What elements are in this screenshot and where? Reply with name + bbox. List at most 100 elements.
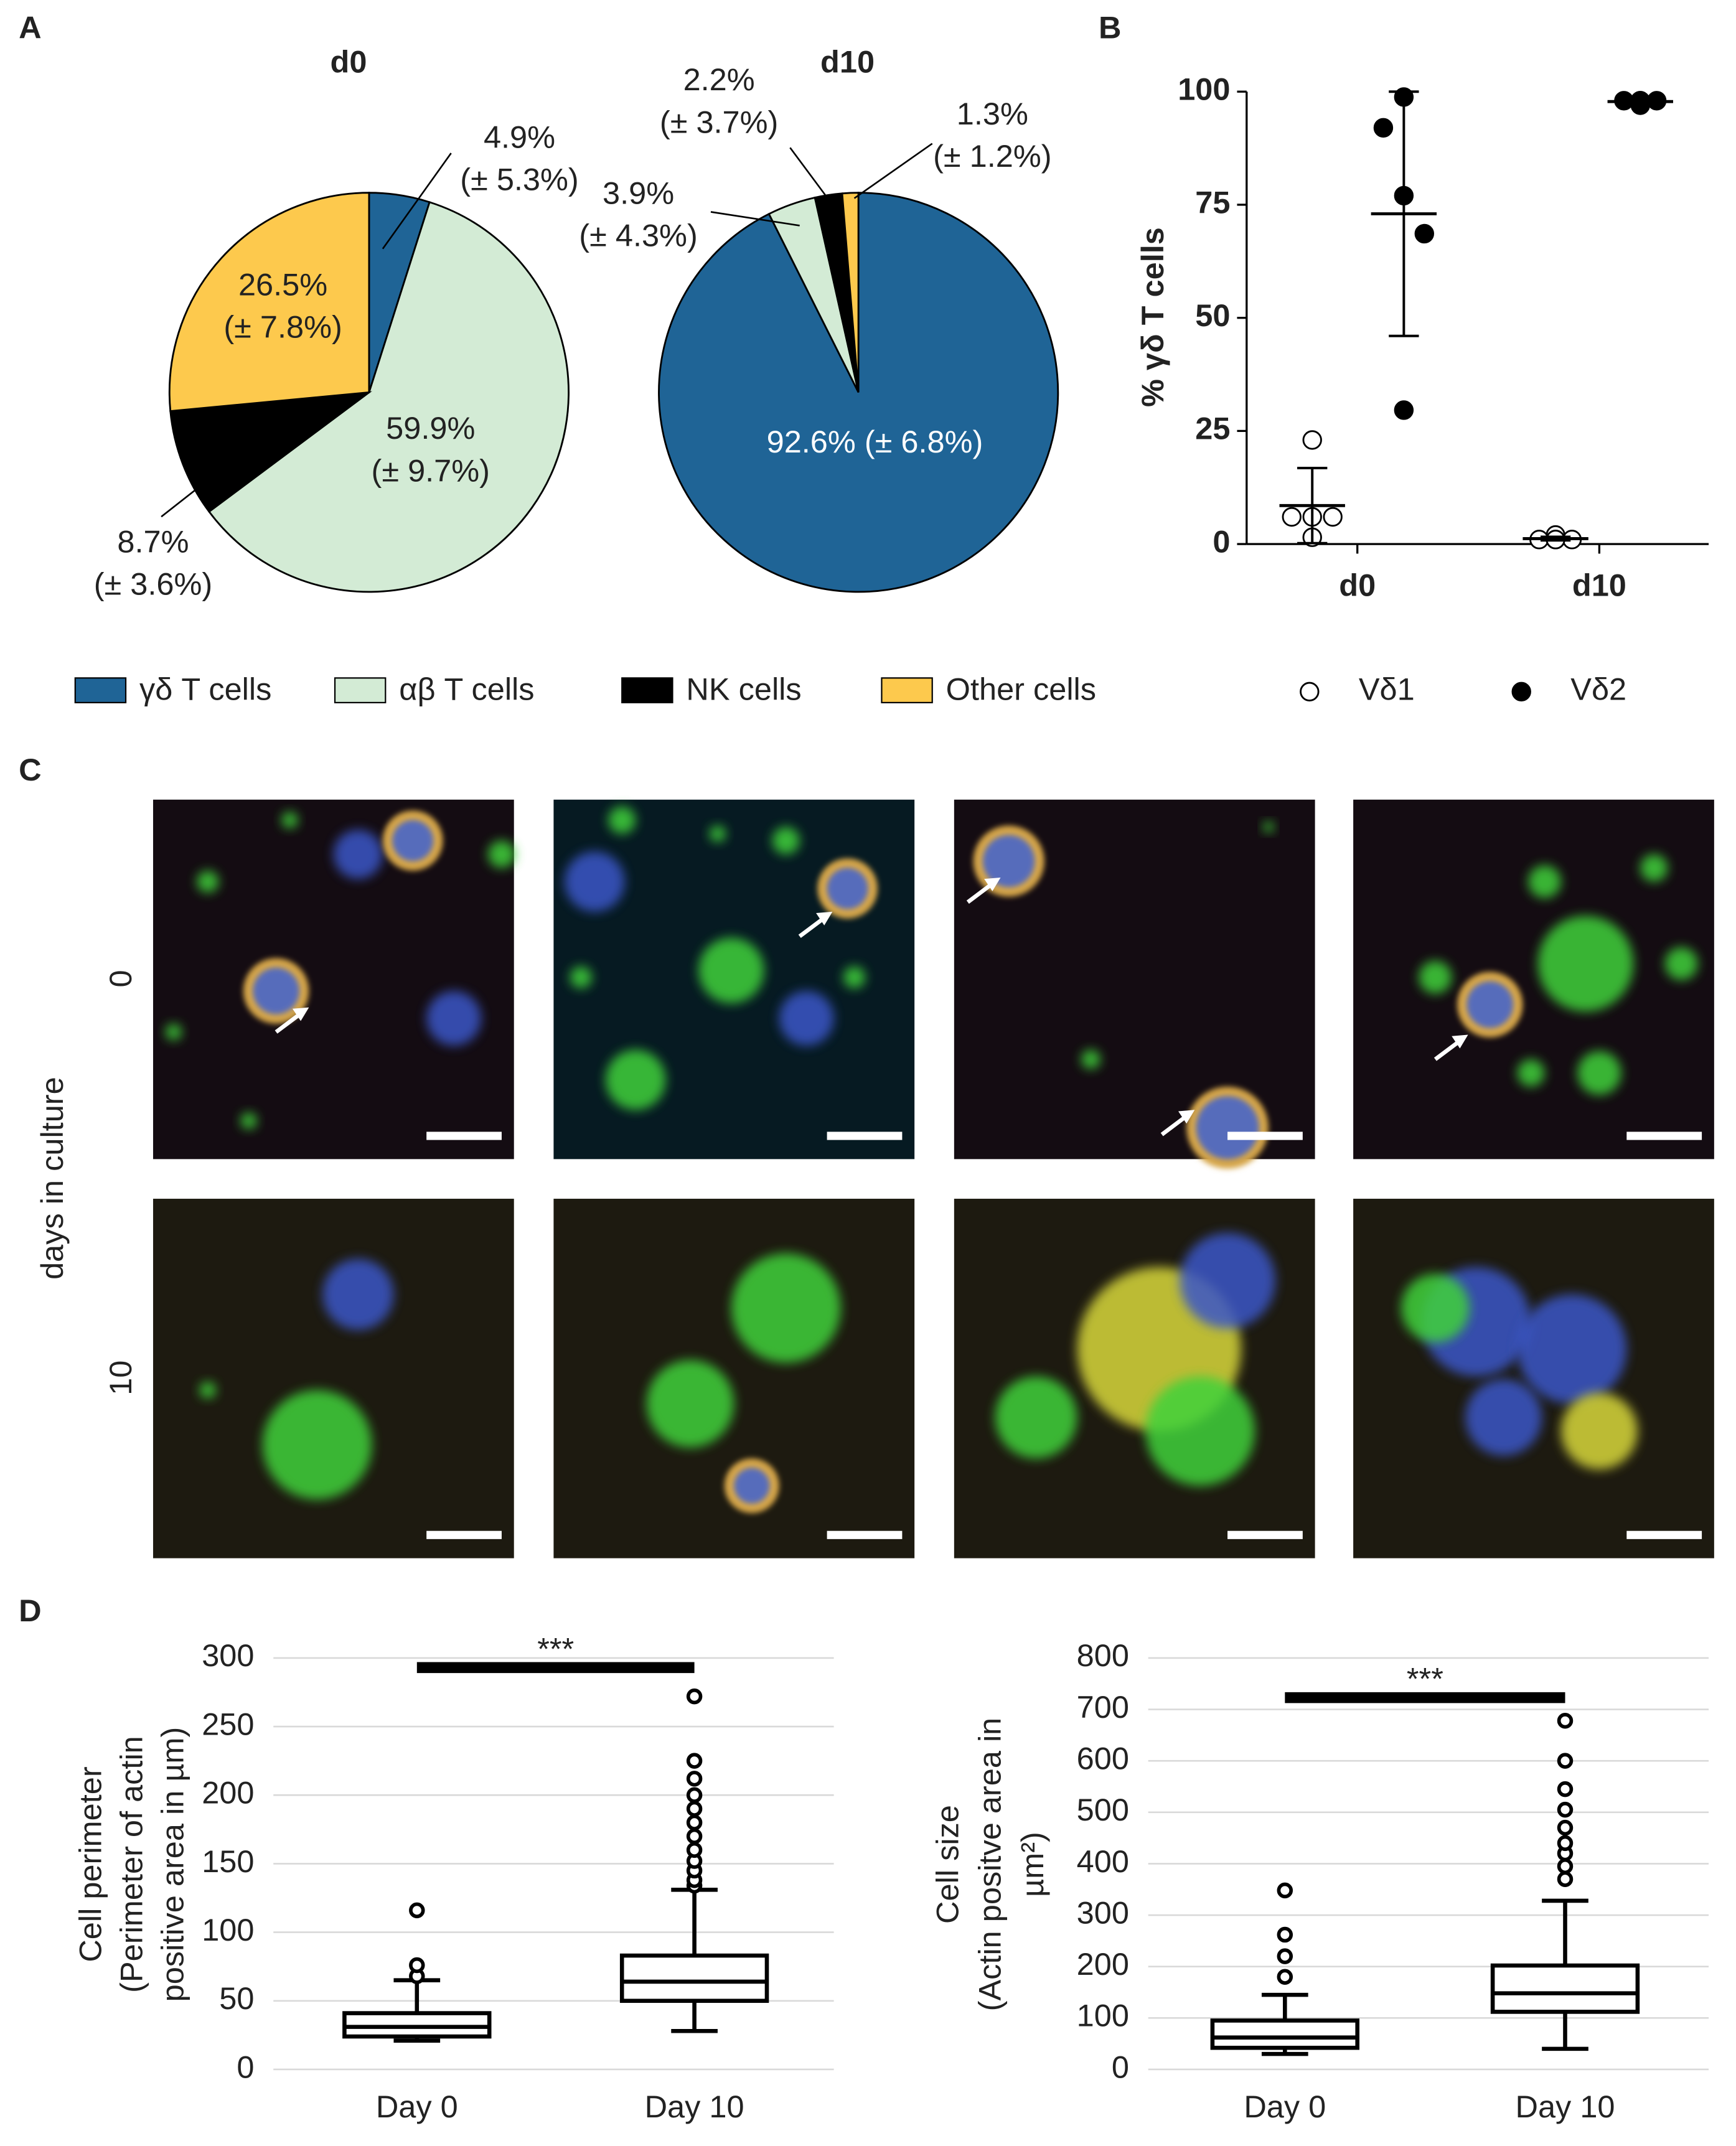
x-tick-label: Day 0: [1244, 2089, 1326, 2124]
cell: [646, 1360, 734, 1448]
y-axis-label: % γδ T cells: [1135, 227, 1170, 407]
scale-bar: [1227, 1132, 1303, 1140]
slice-error-label: (± 4.3%): [579, 218, 698, 253]
cell: [199, 1382, 216, 1399]
cell: [165, 1023, 182, 1041]
y-tick-label: 100: [202, 1912, 254, 1947]
cell-nucleus: [734, 1468, 770, 1504]
cell: [1465, 1379, 1542, 1456]
cell: [1145, 1376, 1255, 1486]
cell: [779, 991, 834, 1046]
slice-value-label: 26.5%: [238, 267, 327, 302]
slice-value-label: 4.9%: [484, 119, 555, 154]
outlier: [409, 1957, 425, 1974]
error-bar: [1625, 97, 1656, 106]
outlier: [1277, 1926, 1293, 1943]
pie-slice: [841, 192, 860, 393]
outlier: [1557, 1858, 1574, 1875]
slice-error-label: (± 6.8%): [865, 424, 983, 459]
cell: [564, 851, 625, 912]
cell: [1537, 916, 1634, 1012]
micrograph: [954, 799, 1315, 1169]
legend-swatch: [334, 677, 387, 703]
cell: [281, 812, 298, 828]
legend-label: γδ T cells: [139, 672, 271, 707]
x-tick-label: Day 0: [376, 2089, 458, 2124]
arrow-head: [292, 1007, 309, 1021]
y-tick-label: 600: [1077, 1741, 1129, 1776]
data-point: [1282, 507, 1302, 527]
outlier: [686, 1753, 703, 1769]
slice-value-label: 2.2%: [683, 62, 755, 97]
micrograph: [553, 799, 915, 1160]
outlier: [1557, 1835, 1574, 1852]
pie-slice: [169, 391, 372, 513]
cell-nucleus: [1466, 981, 1514, 1028]
cell: [1180, 1232, 1275, 1329]
x-tick-label: Day 10: [645, 2089, 744, 2124]
significance-label: ***: [1407, 1661, 1443, 1697]
y-tick-label: 50: [219, 1980, 254, 2016]
slice-value-label: 92.6%: [767, 424, 856, 459]
cell: [995, 1376, 1077, 1459]
outlier: [686, 1771, 703, 1787]
outlier: [686, 1801, 703, 1817]
micrograph: [1353, 1199, 1714, 1558]
cell: [709, 825, 726, 842]
y-axis-label: (Perimeter of actin: [114, 1736, 149, 1993]
legend-swatch: [621, 677, 673, 703]
scale-bar: [827, 1530, 903, 1539]
data-point: [1414, 223, 1434, 244]
panel-label: C: [19, 752, 41, 787]
pie-slice: [168, 192, 370, 413]
cell: [843, 966, 866, 988]
cell: [1640, 854, 1668, 882]
y-tick-label: 0: [1213, 523, 1230, 559]
error-bar: [1540, 535, 1571, 542]
cell: [1517, 1294, 1627, 1404]
cell: [1263, 821, 1274, 833]
cell: [1560, 1392, 1638, 1469]
pie-slice: [207, 201, 570, 593]
cell: [1401, 1273, 1470, 1342]
y-tick-label: 250: [202, 1706, 254, 1741]
arrow-head: [984, 877, 1001, 891]
slice-value-label: 1.3%: [957, 96, 1028, 131]
leader-line: [382, 152, 452, 250]
panel-label: B: [1099, 10, 1121, 45]
box: [619, 1953, 769, 2003]
cell: [698, 937, 764, 1004]
x-tick-label: d0: [1339, 568, 1376, 603]
error-bar: [1297, 467, 1328, 545]
outlier: [686, 1787, 703, 1803]
y-tick-label: 25: [1195, 411, 1230, 446]
slice-error-label: (± 5.3%): [460, 162, 579, 197]
box: [1210, 2018, 1359, 2050]
y-axis-label: positive area in µm): [154, 1727, 190, 2002]
data-point: [1373, 118, 1394, 138]
outlier: [1277, 1969, 1293, 1985]
leader-line: [161, 471, 220, 518]
scale-bar: [1626, 1530, 1702, 1539]
micrograph-axis-label: days in culture: [34, 1077, 70, 1280]
cell: [197, 870, 219, 893]
scale-bar: [1626, 1132, 1702, 1140]
outlier: [1277, 1948, 1293, 1964]
slice-value-label: 3.9%: [603, 175, 674, 210]
micrograph: [1353, 799, 1714, 1160]
cell-nucleus: [1196, 1096, 1259, 1160]
scale-bar: [426, 1530, 502, 1539]
outlier: [686, 1828, 703, 1845]
outlier: [409, 1902, 425, 1919]
box: [342, 2011, 492, 2039]
legend-label: Vδ2: [1570, 672, 1626, 707]
cell-nucleus: [982, 835, 1035, 888]
box: [1490, 1963, 1640, 2014]
micrograph: [553, 1199, 915, 1558]
cell-nucleus: [392, 820, 434, 861]
micrograph-background: [152, 1199, 514, 1558]
slice-error-label: (± 1.2%): [933, 138, 1052, 174]
x-tick-label: Day 10: [1515, 2089, 1615, 2124]
